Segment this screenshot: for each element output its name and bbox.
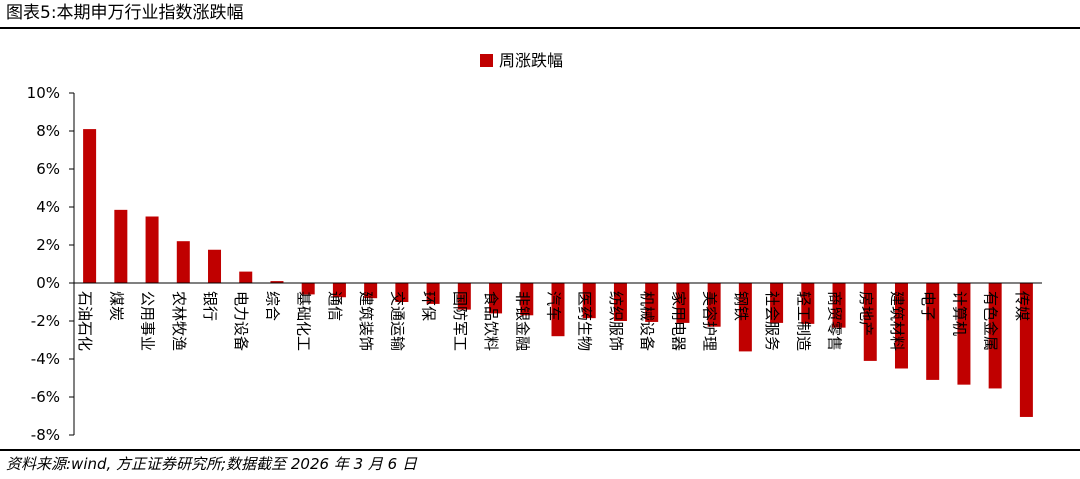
category-label: 非银金融 (513, 291, 531, 351)
bar (83, 129, 97, 283)
y-tick-label: 2% (36, 236, 60, 254)
category-label: 交通运输 (388, 291, 406, 351)
bar (489, 283, 503, 314)
category-label: 通信 (326, 291, 344, 321)
y-tick-label: 4% (36, 198, 60, 216)
category-label: 银行 (201, 291, 219, 321)
category-label: 医药生物 (576, 291, 594, 351)
category-label: 机械设备 (638, 291, 656, 351)
y-tick-label: -2% (31, 312, 60, 330)
category-label: 农林牧渔 (170, 291, 188, 351)
category-label: 综合 (263, 291, 281, 321)
category-label: 电子 (919, 291, 937, 321)
category-label: 房地产 (857, 291, 875, 336)
bar (457, 283, 471, 310)
bar (832, 283, 846, 328)
category-label: 社会服务 (763, 291, 781, 351)
y-tick-label: 6% (36, 160, 60, 178)
bar (801, 283, 815, 324)
category-label: 汽车 (545, 291, 563, 321)
bar (1019, 283, 1033, 417)
category-label: 环保 (420, 291, 438, 321)
y-tick-label: -8% (31, 426, 60, 444)
bar (582, 283, 596, 319)
bar (208, 249, 222, 283)
category-label: 计算机 (950, 291, 968, 336)
category-label: 建筑材料 (888, 291, 906, 351)
bar (520, 283, 534, 316)
y-tick-label: 8% (36, 122, 60, 140)
bar (707, 283, 721, 327)
bar (145, 216, 159, 283)
category-label: 传媒 (1013, 291, 1031, 321)
category-label: 有色金属 (982, 291, 1000, 351)
bar (645, 283, 659, 322)
bar (957, 283, 971, 385)
bar (988, 283, 1002, 389)
bar (613, 283, 627, 321)
category-labels: 石油石化 煤炭 公用事业 农林牧渔 银行 电力设备 综合 基础化工 通信 建筑装饰 交通运输 环保 国防… (76, 291, 1031, 351)
figure-title: 图表5:本期申万行业指数涨跌幅 (6, 3, 244, 23)
category-label: 轻工制造 (794, 291, 812, 351)
category-label: 石油石化 (76, 291, 94, 351)
bottom-rule (0, 449, 1080, 451)
bar (863, 283, 877, 361)
category-label: 食品饮料 (482, 291, 500, 351)
bar (426, 283, 440, 304)
bar (770, 283, 784, 323)
category-label: 商贸零售 (826, 291, 844, 351)
category-label: 美容护理 (701, 291, 719, 351)
y-tick-label: 0% (36, 274, 60, 292)
legend-label: 周涨跌幅 (499, 51, 563, 70)
bar (676, 283, 690, 323)
y-tick-label: 10% (27, 84, 60, 102)
bar (114, 209, 128, 283)
category-label: 纺织服饰 (607, 291, 625, 351)
bar (395, 283, 409, 302)
bar (551, 283, 565, 337)
y-tick-label: -4% (31, 350, 60, 368)
bar (270, 281, 284, 283)
category-label: 基础化工 (295, 291, 313, 351)
source-note: 资料来源:wind, 方正证券研究所;数据截至 2026 年 3 月 6 日 (6, 455, 417, 473)
y-axis: -8% -6% -4% -2% 0% 2% 4% 6% 8% 10% (27, 84, 75, 444)
top-rule (0, 27, 1080, 29)
bar (176, 241, 190, 283)
bar (738, 283, 752, 352)
bar (239, 271, 253, 283)
bar-chart: 周涨跌幅 -8% -6% -4% -2% 0% 2% 4% 6% 8% 10% 石油石化 煤炭 公用事… (27, 51, 1042, 444)
category-label: 家用电器 (669, 291, 687, 351)
bar (332, 283, 346, 298)
category-label: 煤炭 (107, 291, 125, 321)
legend-swatch (480, 54, 493, 67)
category-label: 公用事业 (139, 291, 157, 351)
bar (301, 283, 315, 295)
category-label: 电力设备 (232, 291, 250, 351)
legend: 周涨跌幅 (480, 51, 563, 70)
category-label: 钢铁 (732, 291, 750, 321)
category-label: 国防军工 (451, 291, 469, 351)
bars (83, 129, 1033, 417)
y-tick-label: -6% (31, 388, 60, 406)
category-label: 建筑装饰 (357, 291, 375, 351)
bar (926, 283, 940, 380)
bar (894, 283, 908, 369)
bar (364, 283, 378, 299)
